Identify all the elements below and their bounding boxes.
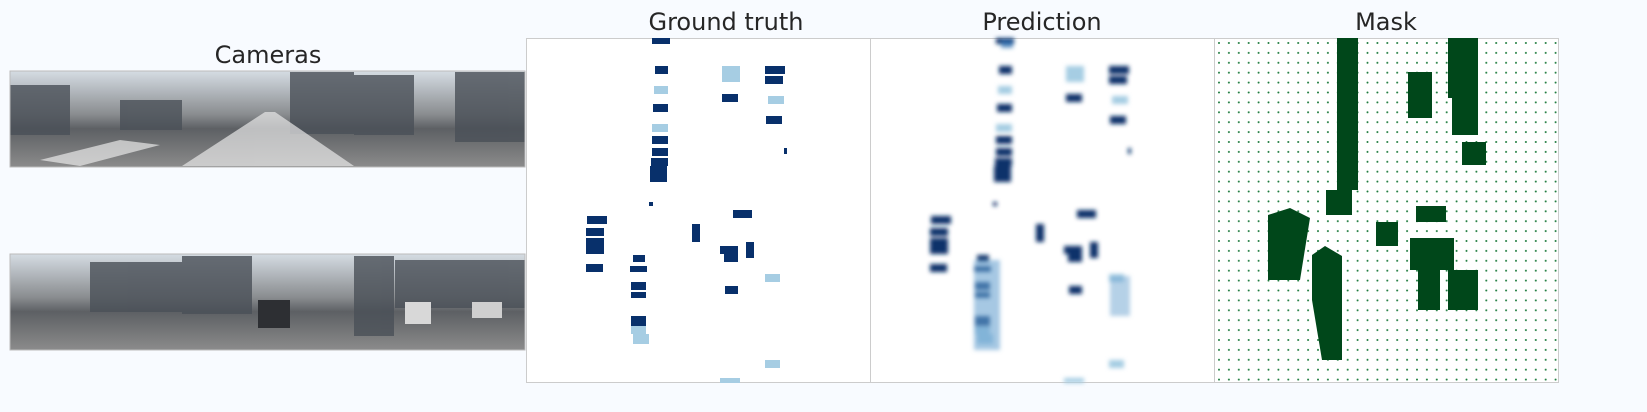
camera-images (9, 70, 526, 351)
ground-truth-title: Ground truth (648, 8, 803, 36)
prediction-panel (870, 38, 1215, 383)
cameras-title: Cameras (215, 41, 322, 69)
ground-truth-panel (526, 38, 871, 383)
prediction-title: Prediction (982, 8, 1101, 36)
mask-title: Mask (1355, 8, 1417, 36)
mask-panel (1214, 38, 1559, 383)
